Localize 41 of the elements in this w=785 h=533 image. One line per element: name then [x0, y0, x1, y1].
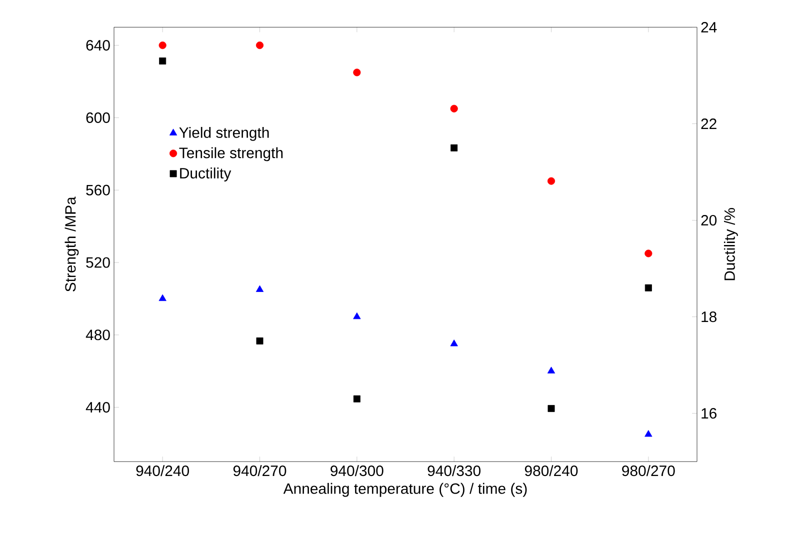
point [644, 250, 652, 258]
point [158, 42, 166, 50]
y2-tick-label: 16 [702, 408, 716, 419]
point [353, 312, 361, 320]
legend-label: Yield strength [179, 126, 269, 141]
point [450, 144, 458, 152]
x-tick-label: 940/330 [428, 465, 480, 476]
point [256, 42, 264, 50]
point [256, 337, 264, 344]
x-tick-label: 940/300 [330, 465, 384, 476]
point [256, 285, 264, 292]
point [450, 104, 458, 112]
y2-tick-label: 18 [702, 312, 716, 322]
y2-axis-title: Ductility /% [724, 208, 738, 280]
point [159, 58, 166, 64]
y-axis-title: Strength /MPa [64, 196, 79, 292]
legend-label: Ductility [180, 168, 232, 182]
y-tick-label: 440 [86, 402, 110, 413]
x-axis-title: Annealing temperature (°C) / time (s) [283, 482, 527, 497]
y2-tick-label: 22 [701, 118, 716, 129]
point [644, 284, 652, 292]
point [158, 294, 166, 301]
x-tick-label: 980/270 [622, 465, 675, 476]
y-tick-label: 640 [86, 40, 110, 51]
y-tick-label: 560 [86, 184, 110, 196]
y-tick-label: 600 [86, 112, 110, 123]
point [547, 177, 556, 185]
point [353, 395, 360, 402]
point [450, 340, 458, 346]
point [547, 366, 556, 374]
legend-label: Tensile strength [179, 147, 283, 162]
y2-tick-label: 24 [701, 22, 717, 32]
y2-tick-label: 20 [701, 214, 717, 226]
y-tick-label: 520 [86, 257, 110, 268]
x-tick-label: 940/270 [233, 465, 286, 476]
point [353, 68, 361, 76]
x-tick-label: 940/240 [136, 465, 189, 476]
point [644, 430, 652, 437]
y-tick-label: 480 [86, 330, 110, 340]
x-tick-label: 980/240 [524, 465, 578, 476]
point [548, 405, 555, 412]
